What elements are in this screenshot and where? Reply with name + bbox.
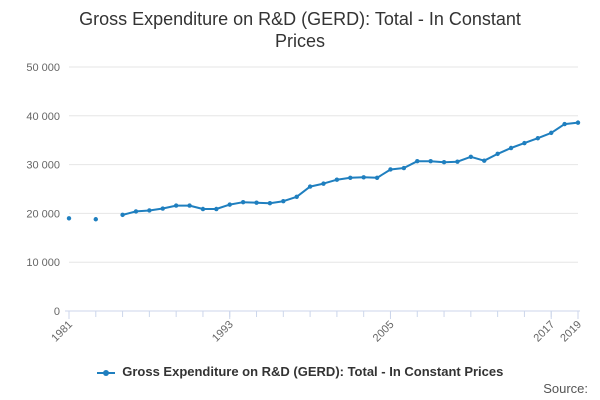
x-tick-label: 2005 [371, 319, 397, 345]
data-point [200, 206, 206, 212]
source-label: Source: [543, 381, 588, 396]
data-point [482, 158, 487, 163]
data-point [562, 121, 567, 127]
y-tick-label: 50 000 [26, 62, 60, 74]
chart-title-line-1: Gross Expenditure on R&D (GERD): Total -… [79, 9, 521, 29]
data-point [374, 175, 380, 180]
y-tick-label: 40 000 [26, 111, 60, 123]
data-point [401, 165, 407, 171]
chart-title: Gross Expenditure on R&D (GERD): Total -… [0, 8, 600, 52]
y-tick-label: 30 000 [26, 160, 60, 172]
legend-line-marker-icon [96, 368, 115, 378]
data-point [120, 212, 125, 218]
data-point [575, 120, 581, 125]
data-point [549, 130, 554, 136]
chart-title-line-2: Prices [274, 31, 325, 51]
data-point [508, 145, 514, 151]
y-tick-label: 0 [54, 306, 60, 318]
data-point [294, 194, 299, 200]
data-point [495, 151, 500, 157]
data-point [428, 158, 433, 164]
data-point [93, 217, 98, 222]
data-point [267, 200, 273, 206]
x-tick-label: 1993 [210, 319, 236, 345]
data-point [415, 158, 420, 164]
data-point [348, 175, 353, 180]
series-line [122, 121, 579, 216]
data-point [388, 167, 393, 172]
data-point [240, 199, 246, 205]
legend[interactable]: Gross Expenditure on R&D (GERD): Total -… [0, 364, 600, 379]
x-tick-label: 1981 [49, 319, 75, 345]
y-tick-label: 10 000 [26, 257, 60, 269]
legend-label: Gross Expenditure on R&D (GERD): Total -… [122, 364, 504, 379]
data-point [535, 136, 541, 141]
data-point [160, 206, 165, 211]
data-point [321, 181, 326, 186]
data-point [281, 199, 286, 204]
data-point [173, 203, 179, 208]
data-point [441, 159, 447, 165]
data-point [66, 216, 72, 221]
data-point [147, 208, 152, 213]
y-tick-label: 20 000 [26, 208, 60, 220]
data-point [214, 206, 219, 212]
data-point [334, 177, 340, 182]
data-point [307, 184, 313, 189]
data-point [522, 140, 527, 146]
data-point [254, 200, 259, 205]
x-tick-label: 2019 [558, 319, 584, 345]
x-tick-label: 2017 [532, 319, 558, 345]
line-chart: 0 10 000 20 000 30 000 40 000 50 000 1981 1993 2… [26, 62, 584, 345]
data-point [468, 154, 474, 159]
data-point [133, 209, 139, 214]
data-point [187, 203, 192, 208]
data-point [455, 159, 460, 164]
data-point [361, 175, 366, 180]
data-point [227, 202, 232, 207]
